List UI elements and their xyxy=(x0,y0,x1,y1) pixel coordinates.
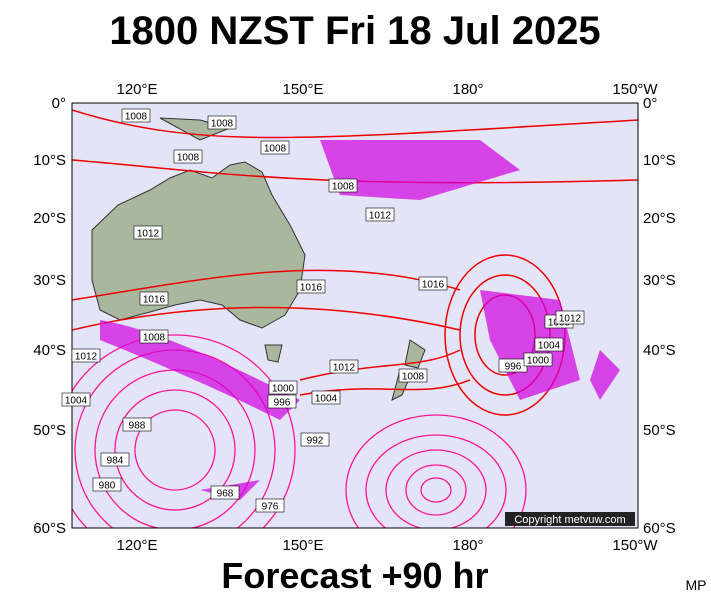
isobar-label: 1012 xyxy=(137,229,160,240)
credit: Copyright metvuw.com xyxy=(514,514,625,526)
isobar-label: 968 xyxy=(217,489,234,500)
isobar-label-box xyxy=(100,452,130,467)
isobar-label: 1008 xyxy=(264,144,287,155)
isobar-label-box xyxy=(260,140,290,155)
isobar-label-box xyxy=(133,225,163,240)
isobar-label-box xyxy=(255,498,285,513)
isobar-label: 1008 xyxy=(211,119,234,130)
lon-label: 180° xyxy=(452,81,483,98)
isobar-label: 1016 xyxy=(143,295,166,306)
isobar-label: 1008 xyxy=(125,112,148,123)
isobar-label: 1008 xyxy=(402,372,425,383)
isobar-label: 980 xyxy=(99,481,116,492)
isobar-label: 1012 xyxy=(75,352,98,363)
isobar-label: 988 xyxy=(129,421,146,432)
isobar-label: 1004 xyxy=(65,396,88,407)
isobar-label-box xyxy=(328,178,358,193)
isobar-label-box xyxy=(210,485,240,500)
lon-label: 150°E xyxy=(282,537,323,554)
isobar-label-box xyxy=(139,329,169,344)
lon-label: 120°E xyxy=(116,81,157,98)
isobar-label: 1016 xyxy=(422,280,445,291)
isobar-label-box xyxy=(534,337,564,352)
isobar-label: 984 xyxy=(107,456,124,467)
lon-label: 150°W xyxy=(612,537,658,554)
isobar-label-box xyxy=(92,477,122,492)
isobar-label-box xyxy=(121,108,151,123)
isobar-label-box xyxy=(173,149,203,164)
isobar-label-box xyxy=(296,279,326,294)
lat-label: 50°S xyxy=(33,422,66,439)
isobar-label-box xyxy=(61,392,91,407)
lat-label: 20°S xyxy=(643,210,676,227)
lat-label: 10°S xyxy=(33,152,66,169)
map-frame xyxy=(71,102,639,529)
isobar-label: 1012 xyxy=(333,363,356,374)
isobar-label: 1016 xyxy=(300,283,323,294)
isobar-label-box xyxy=(418,276,448,291)
isobar-label: 1008 xyxy=(143,333,166,344)
lon-label: 120°E xyxy=(116,537,157,554)
isobar-label-box xyxy=(207,115,237,130)
isobar-label: 1012 xyxy=(559,314,582,325)
lat-label: 40°S xyxy=(33,342,66,359)
isobar-label: 1004 xyxy=(315,394,338,405)
isobar-label: 992 xyxy=(307,436,324,447)
lon-label: 150°E xyxy=(282,81,323,98)
isobar-label-box xyxy=(311,390,341,405)
lat-label: 60°S xyxy=(643,520,676,537)
isobar-label-box xyxy=(398,368,428,383)
tag: MP xyxy=(686,577,707,593)
lat-label: 20°S xyxy=(33,210,66,227)
isobar-label-box xyxy=(329,359,359,374)
isobar-label-box xyxy=(268,380,298,395)
isobar-label: 1012 xyxy=(369,211,392,222)
isobar-label: 1004 xyxy=(538,341,561,352)
isobar-label: 996 xyxy=(274,398,291,409)
lat-label: 10°S xyxy=(643,152,676,169)
isobar-label: 1008 xyxy=(177,153,200,164)
title: 1800 NZST Fri 18 Jul 2025 xyxy=(109,9,600,53)
lat-label: 0° xyxy=(643,95,657,112)
credit-box xyxy=(505,512,635,526)
isobar-label: 1000 xyxy=(272,384,295,395)
isobar-label-box xyxy=(523,352,553,367)
lon-label: 180° xyxy=(452,537,483,554)
lat-label: 0° xyxy=(52,95,66,112)
isobar-label-box xyxy=(71,348,101,363)
lat-label: 50°S xyxy=(643,422,676,439)
lat-label: 30°S xyxy=(643,272,676,289)
lat-label: 60°S xyxy=(33,520,66,537)
isobar-label-box xyxy=(365,207,395,222)
isobar-label-box xyxy=(122,417,152,432)
isobar-label: 1000 xyxy=(527,356,550,367)
caption: Forecast +90 hr xyxy=(221,555,488,596)
isobar-label-box xyxy=(300,432,330,447)
lon-label: 150°W xyxy=(612,81,658,98)
isobar-label: 996 xyxy=(505,362,522,373)
lat-label: 40°S xyxy=(643,342,676,359)
isobar-label-box xyxy=(139,291,169,306)
isobar-label: 1008 xyxy=(332,182,355,193)
lat-label: 30°S xyxy=(33,272,66,289)
isobar-label-box xyxy=(267,394,297,409)
isobar-label: 976 xyxy=(262,502,279,513)
isobar-label-box xyxy=(555,310,585,325)
